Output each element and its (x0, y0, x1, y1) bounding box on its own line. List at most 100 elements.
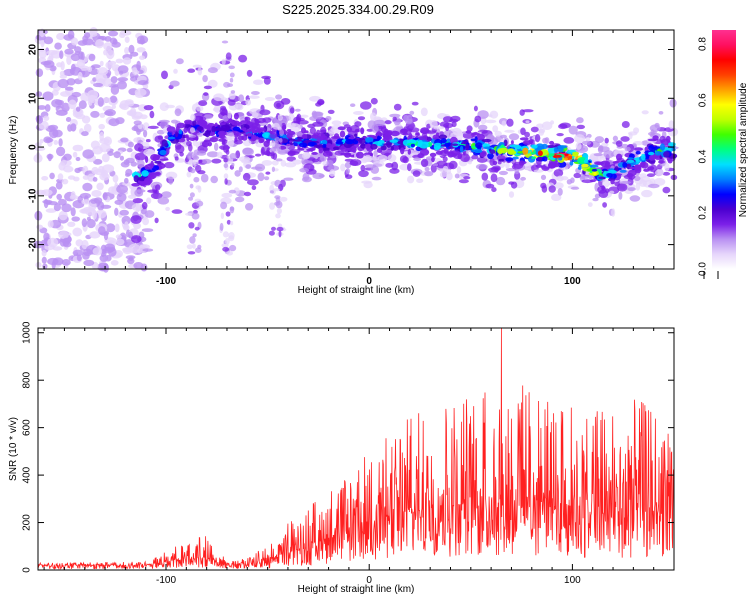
spectrogram-halo-blob (409, 110, 415, 115)
spectrogram-noise-blob (117, 77, 129, 82)
spectrogram-halo-blob (442, 156, 448, 163)
spectrogram-halo-blob (345, 168, 350, 175)
spectrogram-noise-blob (115, 234, 122, 239)
spectrogram-halo-blob (241, 159, 249, 164)
spectrogram-noise-blob (103, 42, 113, 51)
spectrogram-halo-blob (475, 163, 488, 170)
spectrogram-noise-blob (109, 95, 118, 103)
spectrogram-streak-blob (192, 155, 200, 160)
spectrogram-halo-blob (420, 107, 428, 117)
spectrogram-streak-blob (186, 171, 192, 178)
spectrogram-ridge-blob (334, 133, 340, 139)
spectrogram-ridge-blob (290, 142, 294, 146)
spectrogram-halo-blob (445, 125, 450, 131)
spectrogram-ridge-blob (148, 169, 156, 173)
spectrogram-ridge-blob (152, 157, 157, 162)
spectrogram-noise-blob (67, 175, 76, 180)
spectrogram-halo-blob (284, 162, 297, 168)
spectrogram-streak-blob (226, 131, 234, 137)
spectrogram-halo-blob (478, 124, 488, 131)
spectrogram-streak-blob (195, 164, 202, 173)
spectrogram-noise-blob (74, 167, 81, 174)
spectrogram-ridge-blob (377, 135, 381, 141)
spectrogram-halo-blob (530, 126, 539, 133)
spectrogram-streak-blob (224, 238, 230, 245)
spectrogram-ridge-blob (309, 147, 314, 152)
spectrogram-halo-blob (312, 121, 324, 127)
spectrogram-noise-blob (104, 243, 116, 252)
spectrogram-streak-blob (223, 163, 228, 169)
spectrogram-halo-blob (309, 127, 316, 134)
spectrogram-streak-blob (196, 200, 204, 207)
spectrogram-noise-blob (92, 177, 98, 182)
spectrogram-streak-blob (186, 244, 193, 250)
spectrogram-noise-blob (115, 58, 124, 64)
spectrogram-halo-blob (165, 206, 171, 211)
snr-series-line (37, 327, 675, 570)
spectrogram-streak-blob (228, 189, 237, 194)
spectrogram-halo-blob (227, 99, 236, 106)
spectrogram-halo-blob (302, 151, 311, 160)
snr-y-tick-label: 400 (22, 466, 33, 483)
spectrogram-halo-blob (534, 134, 541, 143)
spectrogram-ridge-blob (287, 151, 296, 157)
spectrogram-halo-blob (161, 191, 172, 199)
spectrogram-noise-blob (102, 97, 111, 103)
spectrogram-halo-blob (301, 176, 312, 183)
spectrogram-streak-blob (228, 232, 235, 240)
spectrogram-noise-blob (71, 63, 76, 72)
spectrogram-halo-blob (646, 173, 655, 178)
spectrogram-halo-blob (385, 162, 394, 168)
spectrogram-x-tick-label: 0 (366, 276, 372, 287)
spectrogram-ridge-blob (199, 116, 204, 124)
spectrogram-halo-blob (245, 203, 254, 211)
spectrogram-noise-blob (119, 32, 126, 38)
spectrogram-halo-blob (358, 170, 369, 178)
spectrogram-noise-blob (36, 224, 43, 230)
spectrogram-halo-blob (360, 101, 372, 110)
spectrogram-streak-blob (190, 113, 196, 122)
spectrogram-halo-blob (490, 173, 498, 183)
spectrogram-noise-blob (87, 89, 99, 100)
spectrogram-halo-blob (495, 176, 506, 186)
spectrogram-halo-blob (275, 94, 283, 100)
spectrogram-noise-blob (124, 221, 129, 230)
spectrogram-noise-blob (60, 159, 72, 167)
spectrogram-streak-blob (186, 140, 192, 147)
spectrogram-ridge-blob (358, 137, 366, 145)
spectrogram-ridge-blob (639, 162, 646, 168)
spectrogram-streak-blob (190, 168, 196, 174)
spectrogram-halo-blob (384, 120, 392, 125)
spectrogram-ridge-blob (243, 132, 247, 136)
spectrogram-halo-blob (159, 121, 169, 129)
spectrogram-noise-blob (71, 216, 80, 222)
spectrogram-noise-blob (102, 192, 108, 201)
spectrogram-streak-blob (231, 162, 235, 167)
spectrogram-halo-blob (504, 129, 515, 133)
spectrogram-halo-blob (473, 105, 478, 112)
spectrogram-halo-blob (357, 116, 366, 121)
spectrogram-ridge-blob (465, 143, 470, 151)
spectrogram-x-ticks: -100 0 100 (43, 30, 675, 287)
spectrogram-halo-blob (648, 183, 660, 189)
spectrogram-halo-blob (377, 154, 388, 162)
spectrogram-streak-blob (220, 97, 228, 103)
spectrogram-ridge-blob (282, 124, 287, 130)
spectrogram-noise-blob (127, 141, 134, 148)
spectrogram-halo-blob (150, 192, 163, 200)
spectrogram-ridge-blob (148, 163, 155, 167)
spectrogram-ridge-blob (537, 156, 543, 162)
spectrogram-ridge-blob (627, 157, 634, 160)
spectrogram-ridge-blob (489, 149, 496, 155)
spectrogram-ridge-blob (435, 150, 443, 155)
spectrogram-noise-blob (62, 165, 74, 173)
spectrogram-halo-blob (137, 159, 145, 168)
spectrogram-noise-blob (82, 182, 93, 192)
spectrogram-ridge-blob (465, 130, 472, 134)
spectrogram-ridge-blob (390, 130, 400, 137)
spectrogram-halo-blob (620, 136, 630, 142)
spectrogram-halo-blob (134, 143, 144, 152)
spectrogram-halo-blob (174, 156, 179, 161)
spectrogram-halo-blob (255, 142, 266, 148)
